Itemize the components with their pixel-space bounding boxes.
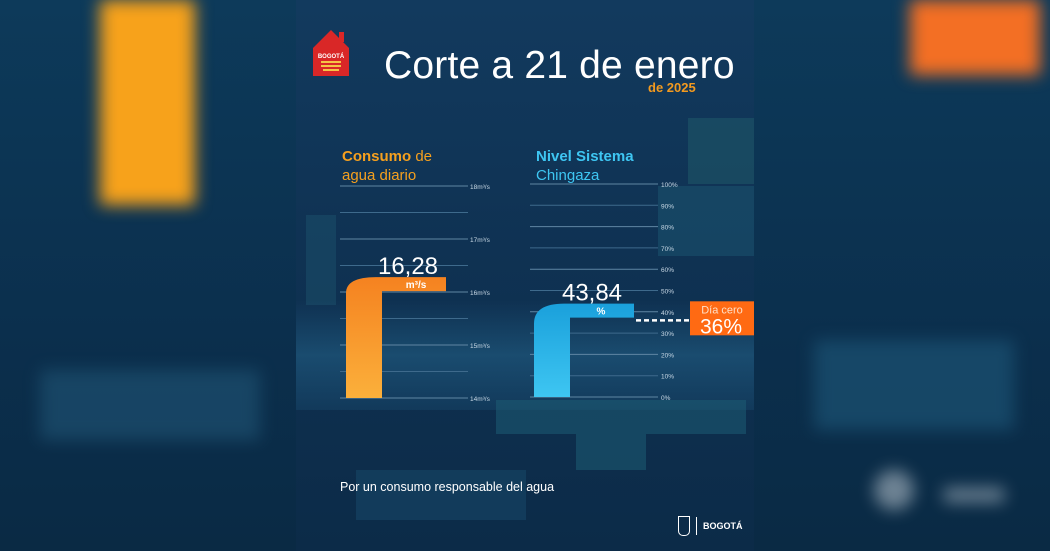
y-tick-label: 0% bbox=[661, 395, 671, 402]
y-tick-label: 18m³/s bbox=[470, 184, 491, 191]
charts-canvas: 18m³/s17m³/s16m³/s15m³/s14m³/s16,28m³/s … bbox=[340, 182, 754, 403]
day-zero-label: Día cero bbox=[701, 304, 743, 316]
decor-block bbox=[306, 215, 336, 305]
y-tick-label: 20% bbox=[661, 352, 674, 359]
consumption-title-rest: de bbox=[411, 148, 433, 165]
infographic-poster: BOGOTÁ Corte a 21 de enero de 2025 Consu… bbox=[296, 0, 754, 551]
consumption-chart-title: Consumo de agua diario bbox=[342, 147, 432, 185]
decor-block bbox=[658, 186, 754, 256]
logo-divider bbox=[696, 517, 697, 535]
page-title: Corte a 21 de enero bbox=[384, 44, 735, 87]
decor-block bbox=[356, 470, 526, 520]
blurred-bar bbox=[100, 0, 195, 205]
day-zero-badge bbox=[690, 301, 754, 336]
y-tick-label: 80% bbox=[661, 225, 674, 232]
consumption-bar bbox=[346, 277, 446, 398]
y-tick-label: 50% bbox=[661, 289, 674, 296]
y-tick-label: 40% bbox=[661, 310, 674, 317]
blurred-badge bbox=[910, 0, 1040, 75]
y-tick-label: 10% bbox=[661, 374, 674, 381]
blurred-logo bbox=[944, 488, 1004, 502]
y-tick-label: 16m³/s bbox=[470, 290, 491, 297]
chingaza-chart-title: Nivel Sistema Chingaza bbox=[536, 147, 634, 185]
y-tick-label: 100% bbox=[661, 182, 678, 189]
y-tick-label: 70% bbox=[661, 246, 674, 253]
y-tick-label: 15m³/s bbox=[470, 343, 491, 350]
page-subtitle: de 2025 bbox=[648, 80, 696, 95]
background-left bbox=[0, 0, 296, 551]
consumption-value-label: 16,28 bbox=[378, 253, 438, 280]
y-tick-label: 90% bbox=[661, 203, 674, 210]
y-tick-label: 17m³/s bbox=[470, 237, 491, 244]
y-tick-label: 60% bbox=[661, 267, 674, 274]
decor-block bbox=[496, 400, 746, 434]
y-tick-label: 30% bbox=[661, 331, 674, 338]
decor-block bbox=[576, 434, 646, 470]
background-right bbox=[754, 0, 1050, 551]
badge-label: BOGOTÁ bbox=[318, 53, 345, 60]
decor-block bbox=[688, 118, 754, 184]
footer-slogan: Por un consumo responsable del agua bbox=[340, 480, 555, 494]
blurred-shape bbox=[40, 370, 260, 440]
consumption-unit-label: m³/s bbox=[406, 280, 427, 291]
chingaza-title-line2: Chingaza bbox=[536, 167, 600, 184]
bogota-logo: BOGOTÁ bbox=[703, 521, 743, 531]
chingaza-chart: 100% 90% 80% 70% 60% 50% 40% 30% 20% 10% 0% 43,84% D… bbox=[530, 182, 754, 402]
footer-logos: BOGOTÁ bbox=[678, 516, 743, 536]
day-zero-value: 36% bbox=[700, 315, 742, 338]
consumption-title-bold: Consumo bbox=[342, 148, 412, 165]
chingaza-title-bold: Nivel Sistema bbox=[536, 148, 634, 165]
y-tick-label: 14m³/s bbox=[470, 396, 491, 403]
consumption-title-line2: agua diario bbox=[342, 167, 417, 184]
chingaza-value-label: 43,84 bbox=[562, 280, 622, 307]
chingaza-bar bbox=[534, 303, 634, 397]
blurred-logo bbox=[874, 470, 914, 510]
blurred-shape bbox=[814, 340, 1014, 430]
bogota-house-badge-icon: BOGOTÁ bbox=[313, 30, 349, 76]
chingaza-unit-label: % bbox=[597, 307, 606, 318]
coat-of-arms-icon bbox=[678, 516, 690, 536]
